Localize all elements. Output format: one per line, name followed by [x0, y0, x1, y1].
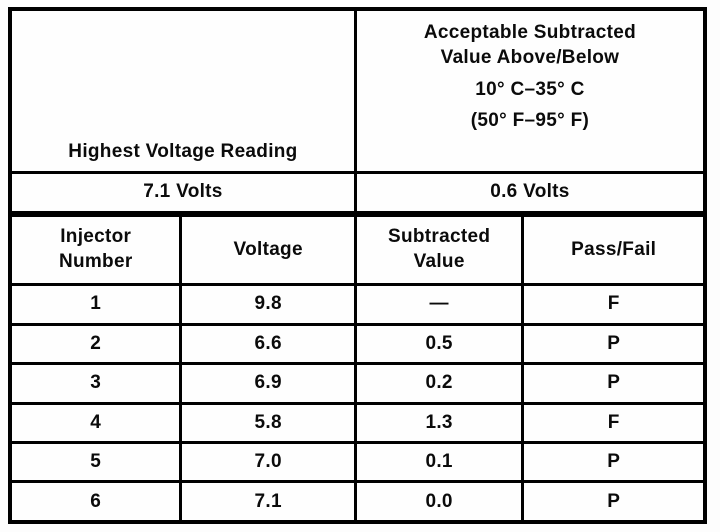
table-row: 6 7.1 0.0 P — [8, 480, 707, 524]
pass-fail-cell: P — [521, 322, 707, 366]
temperature-range-celsius: 10° C–35° C — [475, 79, 585, 101]
injector-number-cell: 4 — [8, 401, 183, 445]
voltage-cell: 7.0 — [179, 440, 357, 484]
injector-voltage-test-table: Highest Voltage Reading Acceptable Subtr… — [8, 7, 707, 524]
subtracted-value-cell: 1.3 — [353, 401, 525, 445]
subtracted-value-cell: 0.0 — [353, 480, 525, 524]
pass-fail-cell: P — [521, 440, 707, 484]
injector-number-cell: 6 — [8, 480, 183, 524]
table-row: 5 7.0 0.1 P — [8, 440, 707, 484]
voltage-cell: 7.1 — [179, 480, 357, 524]
voltage-cell: 5.8 — [179, 401, 357, 445]
acceptable-subtracted-title: Acceptable Subtracted Value Above/Below — [423, 22, 637, 68]
temperature-range-fahrenheit: (50° F–95° F) — [470, 110, 590, 132]
pass-fail-cell: P — [521, 362, 707, 405]
voltage-cell: 9.8 — [179, 283, 357, 326]
col-header-pass-fail: Pass/Fail — [521, 210, 707, 287]
pass-fail-cell: F — [521, 401, 707, 445]
highest-voltage-value: 7.1 Volts — [8, 171, 357, 216]
col-header-injector-number: Injector Number — [8, 210, 183, 287]
injector-number-cell: 1 — [8, 283, 183, 326]
pass-fail-cell: F — [521, 283, 707, 326]
table-row: 3 6.9 0.2 P — [8, 362, 707, 405]
table-row: 1 9.8 — F — [8, 283, 707, 326]
table-row: 4 5.8 1.3 F — [8, 401, 707, 445]
subtracted-value-cell: 0.5 — [353, 322, 525, 366]
table-row: 2 6.6 0.5 P — [8, 322, 707, 366]
injector-number-cell: 5 — [8, 440, 183, 484]
pass-fail-cell: P — [521, 480, 707, 524]
col-header-voltage: Voltage — [179, 210, 357, 287]
voltage-cell: 6.6 — [179, 322, 357, 366]
subtracted-value-cell: 0.1 — [353, 440, 525, 484]
highest-voltage-reading-header-cell: Highest Voltage Reading — [8, 7, 357, 175]
acceptable-value-header-cell: Acceptable Subtracted Value Above/Below … — [353, 7, 707, 175]
injector-number-cell: 3 — [8, 362, 183, 405]
voltage-cell: 6.9 — [179, 362, 357, 405]
col-header-subtracted-value: Subtracted Value — [353, 210, 525, 287]
acceptable-subtracted-value: 0.6 Volts — [353, 171, 707, 216]
highest-voltage-reading-label: Highest Voltage Reading — [68, 141, 298, 163]
injector-number-cell: 2 — [8, 322, 183, 366]
subtracted-value-cell: 0.2 — [353, 362, 525, 405]
subtracted-value-cell: — — [353, 283, 525, 326]
